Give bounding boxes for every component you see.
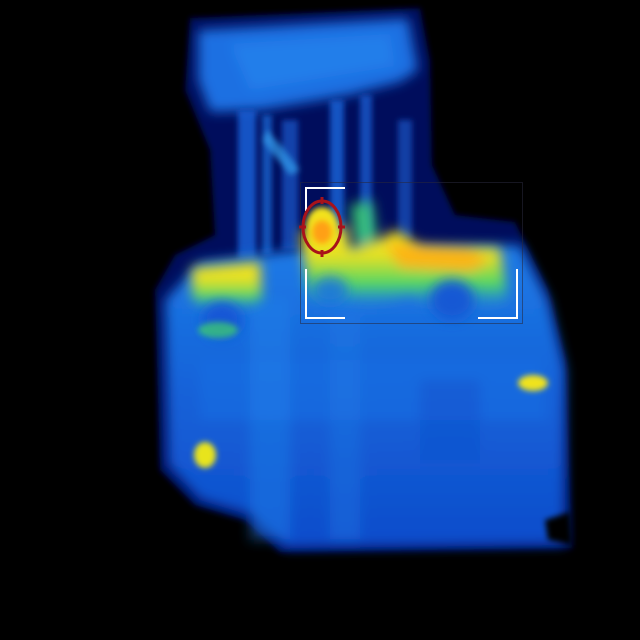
crosshair-ellipse-icon [297,195,347,259]
roi-corner-bottom-right [478,269,518,319]
roi-corner-bottom-left [305,269,345,319]
